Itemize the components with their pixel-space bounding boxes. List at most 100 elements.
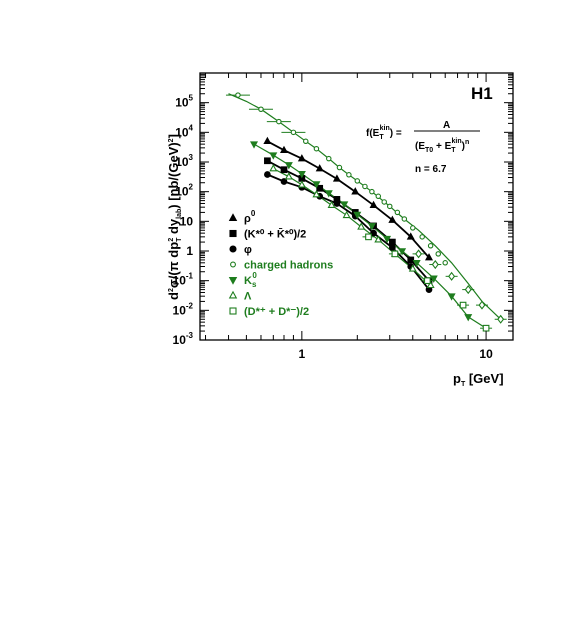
legend-marker-3	[230, 261, 236, 268]
formula-numerator: A	[443, 120, 450, 131]
series-0-point	[424, 253, 434, 261]
series-4-point	[383, 235, 392, 244]
series-0-point	[297, 154, 306, 162]
legend-label-0: ρ0	[244, 209, 256, 225]
series-3-point	[410, 225, 416, 231]
series-7-point	[431, 259, 439, 270]
series-4-point	[284, 162, 293, 170]
series-4-point	[250, 141, 259, 149]
series-0-point	[332, 174, 341, 182]
y-tick-label: 10-3	[173, 331, 194, 347]
y-tick-label: 1	[186, 244, 193, 258]
series-5-point	[269, 164, 278, 172]
series-4-point	[398, 248, 407, 256]
legend-label-4: Ks0	[244, 271, 257, 289]
y-tick-label: 10-1	[173, 272, 194, 288]
series-7-point	[478, 300, 486, 310]
x-axis-title: pT [GeV]	[453, 371, 504, 388]
x-tick-label: 10	[479, 347, 493, 361]
series-3-point	[313, 145, 320, 152]
series-6-point	[482, 324, 490, 332]
series-3-point	[362, 183, 368, 190]
legend-marker-2	[229, 245, 237, 253]
fit-curve-4	[253, 143, 487, 329]
series-3-point	[394, 209, 401, 216]
series-3-point	[354, 178, 361, 184]
series-6-point	[424, 277, 431, 285]
fit-curve-3	[228, 93, 502, 320]
series-2-point	[333, 200, 341, 207]
experiment-label: H1	[471, 84, 493, 103]
y-tick-label: 105	[175, 94, 193, 110]
legend-label-2: φ	[244, 244, 252, 256]
series-1-point	[389, 238, 396, 246]
formula-denominator: (ET0 + ETkin)n	[415, 138, 469, 154]
x-tick-label: 1	[299, 347, 306, 361]
series-7-point	[415, 249, 423, 259]
legend-marker-5	[228, 290, 238, 299]
series-0-point	[263, 136, 272, 145]
legend-label-5: Λ	[244, 291, 252, 303]
series-7-point	[464, 285, 472, 295]
series-3-point	[336, 164, 343, 171]
series-4-point	[447, 293, 456, 301]
series-1-point	[264, 157, 271, 165]
series-5-point	[408, 264, 417, 272]
legend-label-3: charged hadrons	[244, 260, 333, 272]
y-tick-label: 10	[180, 214, 194, 228]
series-7-point	[448, 271, 456, 281]
series-2-point	[389, 244, 396, 251]
series-0-point	[388, 215, 397, 223]
y-tick-label: 103	[175, 153, 193, 169]
y-tick-label: 102	[175, 183, 193, 199]
series-3-point	[419, 234, 425, 240]
legend-label-6: (D*⁺ + D*⁻)/2	[244, 306, 309, 318]
series-3-point	[258, 106, 264, 112]
series-4-point	[340, 201, 349, 209]
series-3-point	[276, 118, 282, 125]
data-points	[225, 92, 507, 332]
legend-label-1: (K*⁰ + K̄*⁰)/2	[244, 228, 306, 240]
series-1-point	[316, 184, 324, 192]
fit-curve-0	[266, 140, 430, 259]
series-0-point	[406, 232, 415, 240]
fit-formula: f(ETkin) = A (ET0 + ETkin)n n = 6.7	[366, 120, 480, 175]
series-2-point	[264, 171, 271, 178]
series-5-point	[284, 172, 293, 180]
fit-curve-2	[267, 173, 430, 291]
series-5-point	[327, 200, 336, 208]
series-6-point	[365, 233, 372, 241]
series-4-point	[353, 211, 362, 219]
series-6-point	[391, 250, 399, 258]
series-4-point	[429, 275, 438, 283]
series-2-point	[370, 229, 377, 237]
series-4-point	[464, 314, 473, 322]
series-3-point	[346, 172, 352, 178]
series-1-point	[280, 166, 288, 174]
series-6-point	[459, 301, 467, 309]
series-4-point	[367, 223, 376, 231]
legend-marker-6	[229, 307, 237, 315]
series-5-point	[374, 235, 383, 243]
series-1-point	[407, 256, 415, 264]
series-5-point	[342, 210, 351, 219]
legend-marker-0	[228, 213, 238, 221]
y-tick-label: 10-2	[173, 301, 194, 317]
series-7-point	[497, 314, 505, 324]
series-3-point	[375, 193, 382, 200]
series-3-point	[369, 188, 375, 195]
series-2-point	[280, 178, 288, 185]
formula-n-value: n = 6.7	[415, 164, 447, 175]
series-3-point	[381, 199, 387, 205]
series-3-point	[290, 129, 297, 136]
series-0-point	[315, 164, 324, 172]
series-5-point	[297, 180, 306, 188]
series-5-point	[426, 280, 435, 289]
series-3-point	[235, 92, 241, 98]
series-3-point	[386, 203, 393, 210]
formula-lhs: f(ETkin) =	[366, 125, 402, 141]
